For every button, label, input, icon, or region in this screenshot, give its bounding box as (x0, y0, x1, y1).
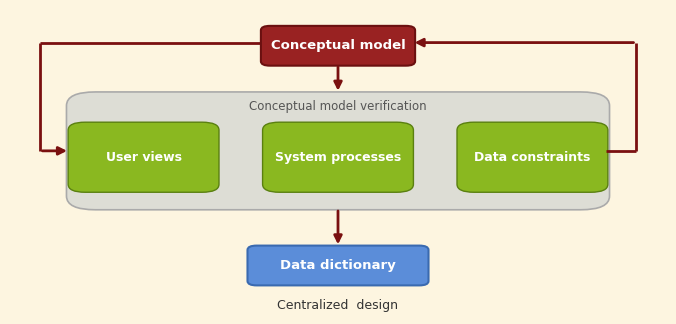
Text: Centralized  design: Centralized design (278, 299, 398, 312)
FancyBboxPatch shape (247, 246, 429, 285)
Text: System processes: System processes (275, 151, 401, 164)
FancyBboxPatch shape (261, 26, 415, 66)
FancyBboxPatch shape (262, 122, 414, 192)
FancyBboxPatch shape (68, 122, 219, 192)
FancyBboxPatch shape (457, 122, 608, 192)
Text: Data constraints: Data constraints (475, 151, 591, 164)
Text: Conceptual model verification: Conceptual model verification (249, 100, 427, 113)
Text: Conceptual model: Conceptual model (270, 39, 406, 52)
Text: Data dictionary: Data dictionary (280, 259, 396, 272)
FancyBboxPatch shape (66, 92, 610, 210)
Text: User views: User views (105, 151, 182, 164)
